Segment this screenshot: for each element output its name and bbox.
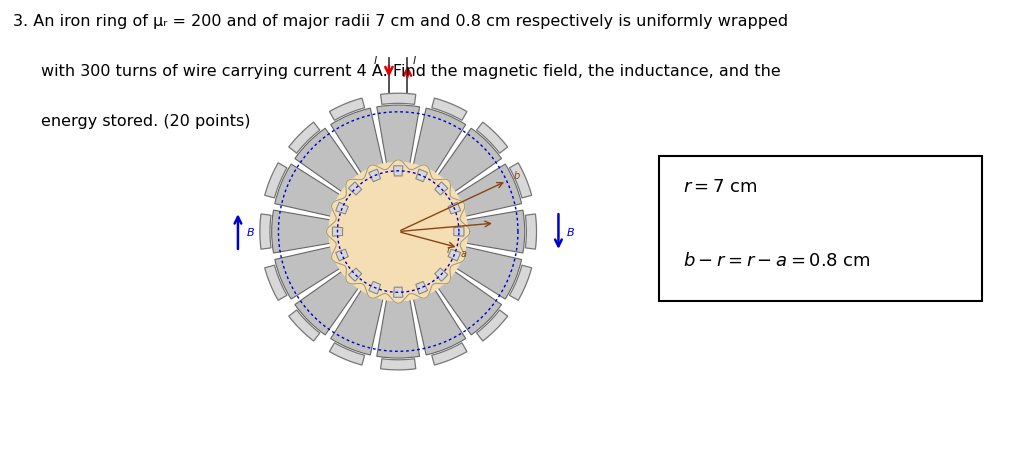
Wedge shape [437,129,501,193]
Polygon shape [327,161,470,303]
Polygon shape [435,182,448,196]
Text: energy stored. (20 points): energy stored. (20 points) [41,114,250,129]
Polygon shape [509,266,532,301]
Polygon shape [369,282,381,294]
Polygon shape [477,123,507,154]
Wedge shape [275,165,341,217]
Wedge shape [295,271,359,335]
Text: a: a [460,248,467,258]
Polygon shape [432,343,467,365]
Circle shape [331,165,466,299]
Polygon shape [330,99,364,121]
Polygon shape [526,214,536,250]
Polygon shape [416,170,428,182]
Text: $r = 7\ \mathrm{cm}$: $r = 7\ \mathrm{cm}$ [683,177,758,196]
Wedge shape [414,109,466,175]
Polygon shape [448,203,460,214]
Polygon shape [348,182,361,196]
Text: I: I [374,56,377,66]
Polygon shape [336,203,348,214]
Text: B: B [567,227,575,237]
Polygon shape [435,268,448,282]
Polygon shape [381,359,416,370]
Wedge shape [414,289,466,355]
Text: B: B [246,227,254,237]
FancyBboxPatch shape [659,157,981,301]
Text: $b - r = r - a = 0.8\ \mathrm{cm}$: $b - r = r - a = 0.8\ \mathrm{cm}$ [683,251,871,269]
Text: b: b [514,170,520,180]
Wedge shape [275,247,341,299]
Text: I: I [412,56,416,66]
Polygon shape [416,282,428,294]
Polygon shape [330,343,364,365]
Polygon shape [348,268,361,282]
Polygon shape [509,163,532,198]
Wedge shape [437,271,501,335]
Polygon shape [448,250,460,261]
Circle shape [329,163,468,301]
Polygon shape [264,163,287,198]
Wedge shape [377,298,420,358]
Wedge shape [331,109,383,175]
Wedge shape [377,106,420,166]
Polygon shape [333,228,343,237]
Wedge shape [455,165,522,217]
Text: r: r [447,244,450,254]
Polygon shape [381,94,416,105]
Polygon shape [477,310,507,341]
Polygon shape [289,123,320,154]
Wedge shape [331,289,383,355]
Wedge shape [465,211,525,253]
Wedge shape [272,211,332,253]
Polygon shape [432,99,467,121]
Polygon shape [453,228,464,237]
Polygon shape [264,266,287,301]
Text: 3. An iron ring of μᵣ = 200 and of major radii 7 cm and 0.8 cm respectively is u: 3. An iron ring of μᵣ = 200 and of major… [13,14,788,29]
Polygon shape [393,288,403,298]
Wedge shape [455,247,522,299]
Text: with 300 turns of wire carrying current 4 A. Find the magnetic field, the induct: with 300 turns of wire carrying current … [41,64,781,79]
Polygon shape [393,167,403,177]
Wedge shape [295,129,359,193]
Polygon shape [260,214,271,250]
Polygon shape [336,250,348,261]
Polygon shape [289,310,320,341]
Polygon shape [369,170,381,182]
